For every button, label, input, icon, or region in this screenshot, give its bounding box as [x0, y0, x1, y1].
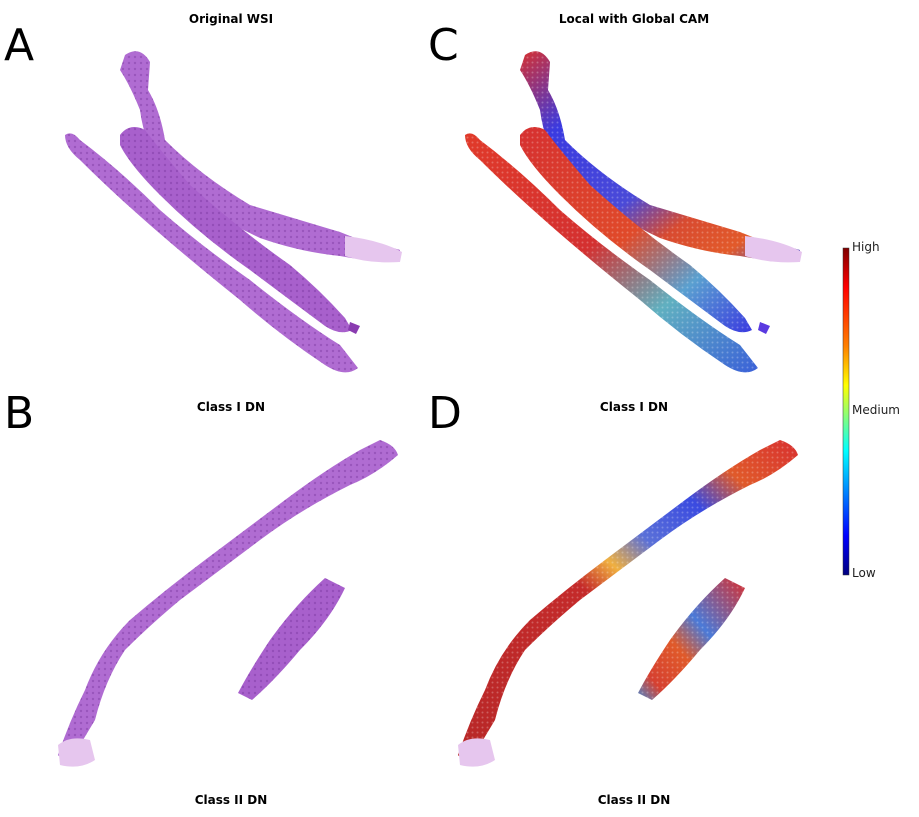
colorbar-label-low: Low — [852, 566, 876, 580]
wsi-panel-a — [65, 51, 402, 373]
panel-letter-c: C — [428, 20, 459, 71]
panel-title-b: Class I DN — [196, 400, 266, 414]
colorbar-label-high: High — [852, 240, 880, 254]
panel-letter-d: D — [428, 388, 462, 439]
wsi-panel-b — [58, 440, 398, 767]
caption-bottom-left: Class II DN — [194, 793, 268, 807]
cam-panel-d — [458, 440, 798, 767]
panel-title-d: Class I DN — [599, 400, 669, 414]
cam-strip-d1 — [458, 440, 798, 757]
panel-title-c: Local with Global CAM — [558, 12, 710, 26]
panel-title-a: Original WSI — [188, 12, 274, 26]
colorbar-label-medium: Medium — [852, 403, 900, 417]
tissue-strip-b1 — [58, 440, 398, 757]
colorbar — [842, 247, 850, 576]
cam-panel-c — [465, 51, 802, 373]
caption-bottom-right: Class II DN — [597, 793, 671, 807]
panel-letter-a: A — [4, 20, 35, 71]
colorbar-bar — [842, 247, 850, 576]
panel-letter-b: B — [4, 388, 35, 439]
